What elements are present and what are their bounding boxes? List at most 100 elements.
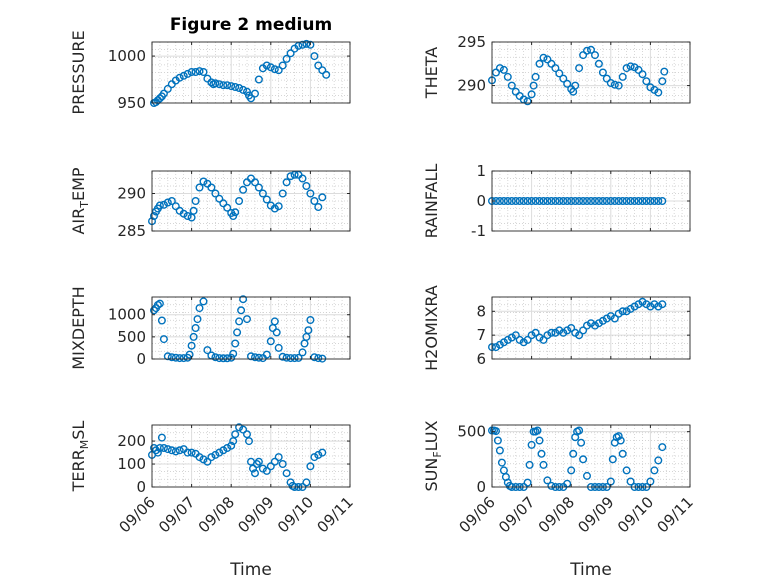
data-point: [252, 460, 261, 469]
data-point: [195, 304, 204, 313]
data-point: [183, 69, 192, 78]
data-point: [638, 297, 647, 306]
data-point: [492, 68, 501, 77]
data-point: [492, 343, 501, 352]
data-point: [618, 449, 627, 458]
data-point: [262, 195, 271, 204]
data-point: [290, 354, 299, 363]
data-point: [654, 88, 663, 97]
x-tick-label: 09/07: [495, 493, 538, 536]
data-point: [223, 354, 232, 363]
data-point: [282, 54, 291, 63]
data-point: [155, 444, 164, 453]
data-point: [618, 307, 627, 316]
data-point: [155, 94, 164, 103]
data-point: [237, 306, 246, 315]
data-point: [187, 67, 196, 76]
data-point: [650, 300, 659, 309]
data-point: [507, 81, 516, 90]
data-point: [163, 352, 172, 361]
data-point: [219, 199, 228, 208]
data-point: [583, 321, 592, 330]
data-point: [527, 90, 536, 99]
data-point: [195, 183, 204, 192]
data-point: [187, 341, 196, 350]
data-point: [242, 430, 251, 439]
data-point: [207, 78, 216, 87]
data-point: [495, 64, 504, 73]
data-point: [634, 196, 643, 205]
data-point: [535, 196, 544, 205]
data-point: [242, 87, 251, 96]
y-axis-label: RAINFALL: [422, 164, 441, 239]
data-point: [535, 333, 544, 342]
data-point: [610, 314, 619, 323]
data-point: [195, 67, 204, 76]
data-point: [567, 466, 576, 475]
data-point: [189, 332, 198, 341]
x-tick-label: 09/10: [274, 493, 317, 536]
data-point: [227, 353, 236, 362]
data-point: [266, 462, 275, 471]
data-point: [239, 185, 248, 194]
data-point: [231, 430, 240, 439]
data-point: [539, 460, 548, 469]
data-point: [223, 203, 232, 212]
figure-title: Figure 2 medium: [170, 15, 332, 35]
data-point: [314, 450, 323, 459]
data-point: [537, 449, 546, 458]
data-point: [598, 316, 607, 325]
data-point: [579, 455, 588, 464]
data-point: [250, 89, 259, 98]
data-point: [302, 39, 311, 48]
data-point: [306, 189, 315, 198]
x-tick-label: 09/10: [614, 493, 657, 536]
data-point: [622, 466, 631, 475]
data-point: [606, 312, 615, 321]
data-point: [523, 196, 532, 205]
data-point: [634, 65, 643, 74]
y-tick-label: 285: [117, 222, 146, 240]
y-axis-label: PRESSURE: [69, 30, 88, 114]
data-point: [539, 196, 548, 205]
data-point: [495, 446, 504, 455]
data-point: [543, 196, 552, 205]
data-point: [254, 75, 263, 84]
data-point: [660, 67, 669, 76]
data-point: [507, 333, 516, 342]
y-tick-label: 500: [457, 423, 486, 441]
data-point: [591, 196, 600, 205]
data-point: [235, 423, 244, 432]
x-tick-label: 09/09: [574, 493, 617, 536]
data-point: [591, 321, 600, 330]
y-tick-label: 8: [476, 302, 486, 320]
data-point: [266, 337, 275, 346]
subplot-rainfall: -1 0 1 RAINFALL: [422, 162, 691, 240]
data-point: [157, 433, 166, 442]
data-point: [219, 446, 228, 455]
x-axis-label: Time: [229, 560, 272, 580]
data-point: [314, 61, 323, 70]
data-point: [658, 300, 667, 309]
data-point: [258, 189, 267, 198]
data-point: [622, 196, 631, 205]
data-point: [298, 174, 307, 183]
data-point: [598, 68, 607, 77]
data-point: [314, 202, 323, 211]
data-point: [547, 196, 556, 205]
data-point: [626, 304, 635, 313]
y-tick-label: 290: [117, 185, 146, 203]
data-point: [258, 464, 267, 473]
data-point: [594, 196, 603, 205]
data-point: [529, 81, 538, 90]
data-point: [262, 350, 271, 359]
data-point: [543, 476, 552, 485]
data-point: [577, 438, 586, 447]
data-point: [235, 317, 244, 326]
data-point: [587, 45, 596, 54]
data-point: [555, 196, 564, 205]
data-point: [278, 352, 287, 361]
data-point: [547, 59, 556, 68]
